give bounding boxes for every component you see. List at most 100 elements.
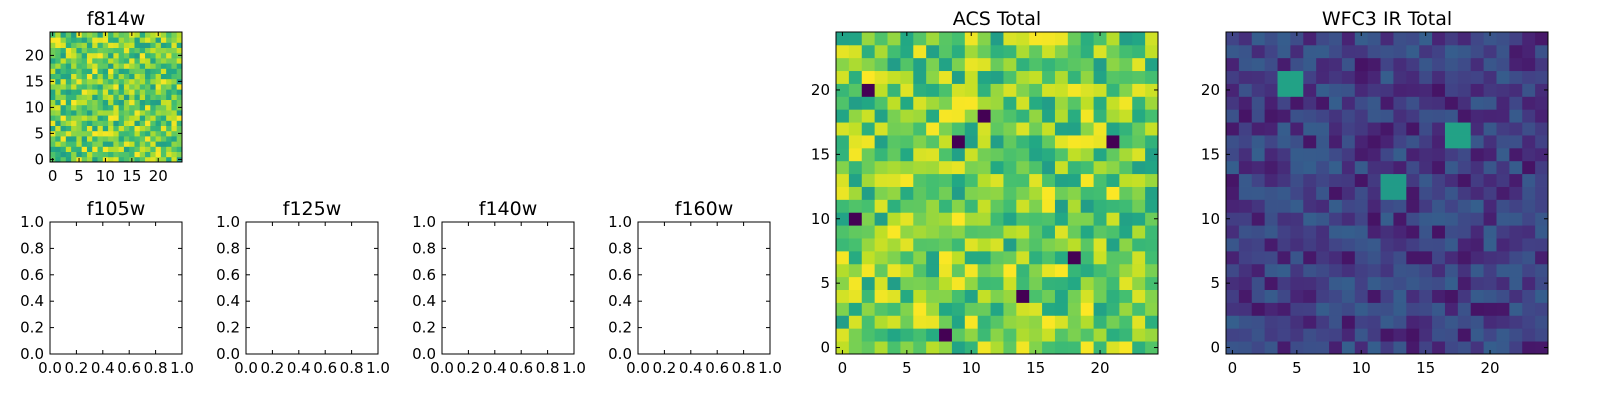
heatmap-cell bbox=[1354, 160, 1369, 175]
heatmap-cell bbox=[1354, 122, 1369, 136]
heatmap-cell bbox=[55, 73, 61, 80]
heatmap-cell bbox=[1132, 173, 1146, 187]
heatmap-cell bbox=[1496, 199, 1510, 213]
heatmap-cell bbox=[176, 68, 183, 74]
heatmap-cell bbox=[887, 212, 901, 226]
heatmap-cell bbox=[1080, 147, 1094, 162]
heatmap-cell bbox=[118, 47, 125, 54]
heatmap-cell bbox=[1522, 199, 1536, 213]
y-tick-label: 1.0 bbox=[216, 213, 240, 231]
heatmap-cell bbox=[990, 135, 1004, 149]
heatmap-cell bbox=[1264, 302, 1278, 316]
x-tick-label: 15 bbox=[1026, 359, 1045, 377]
heatmap-cell bbox=[129, 84, 135, 90]
heatmap-cell bbox=[1444, 263, 1459, 278]
heatmap-cell bbox=[50, 89, 56, 95]
heatmap-cell bbox=[848, 328, 863, 342]
heatmap-cell bbox=[92, 78, 98, 85]
heatmap-cell bbox=[1145, 212, 1159, 226]
heatmap-cell bbox=[139, 37, 146, 43]
heatmap-cell bbox=[977, 212, 991, 226]
heatmap-cell bbox=[1003, 96, 1017, 110]
heatmap-cell bbox=[977, 96, 991, 110]
heatmap-cell bbox=[887, 57, 901, 72]
heatmap-cell bbox=[1380, 57, 1394, 72]
heatmap-cell bbox=[1457, 122, 1472, 136]
heatmap-cell bbox=[1432, 160, 1446, 175]
heatmap-cell bbox=[1106, 160, 1120, 175]
heatmap-cell bbox=[160, 136, 167, 142]
heatmap-cell bbox=[848, 238, 863, 252]
heatmap-cell bbox=[874, 250, 888, 265]
heatmap-cell bbox=[1238, 225, 1253, 239]
heatmap-cell bbox=[176, 42, 183, 48]
heatmap-cell bbox=[1264, 341, 1278, 355]
heatmap-cell bbox=[1470, 328, 1484, 342]
heatmap-cell bbox=[1132, 70, 1146, 84]
heatmap-cell bbox=[1106, 289, 1120, 303]
heatmap-cell bbox=[913, 315, 927, 329]
heatmap-cell bbox=[1535, 135, 1549, 149]
heatmap-cell bbox=[65, 32, 72, 38]
heatmap-cell bbox=[900, 160, 914, 175]
heatmap-cell bbox=[1444, 302, 1459, 316]
heatmap-cell bbox=[1029, 328, 1043, 342]
heatmap-cell bbox=[1367, 315, 1381, 329]
heatmap-cell bbox=[76, 141, 83, 147]
heatmap-cell bbox=[76, 151, 83, 158]
heatmap-cell bbox=[1093, 135, 1107, 149]
heatmap-cell bbox=[176, 47, 183, 54]
heatmap-cell bbox=[1067, 173, 1082, 187]
heatmap-cell bbox=[1054, 96, 1069, 110]
heatmap-cell bbox=[1251, 70, 1266, 84]
heatmap-cell bbox=[150, 89, 156, 95]
heatmap-cell bbox=[913, 289, 927, 303]
heatmap-cell bbox=[145, 89, 151, 95]
heatmap-cell bbox=[1067, 96, 1082, 110]
heatmap-cell bbox=[1145, 147, 1159, 162]
heatmap-cell bbox=[1264, 328, 1278, 342]
heatmap-cell bbox=[171, 32, 178, 38]
heatmap-cell bbox=[1341, 147, 1356, 162]
heatmap-cell bbox=[1406, 289, 1420, 303]
heatmap-cell bbox=[86, 47, 93, 54]
heatmap-cell bbox=[129, 136, 135, 142]
heatmap-cell bbox=[1316, 57, 1330, 72]
y-tick-label: 10 bbox=[1201, 210, 1220, 228]
heatmap-cell bbox=[1016, 199, 1030, 213]
heatmap-cell bbox=[874, 199, 888, 213]
heatmap-cell bbox=[123, 32, 130, 38]
x-tick-label: 15 bbox=[1416, 359, 1435, 377]
heatmap-cell bbox=[1393, 341, 1407, 355]
heatmap-cell bbox=[129, 130, 135, 137]
heatmap-cell bbox=[900, 238, 914, 252]
heatmap-cell bbox=[1367, 341, 1381, 355]
heatmap-cell bbox=[1354, 135, 1369, 149]
heatmap-cell bbox=[171, 37, 178, 43]
heatmap-cell bbox=[1483, 122, 1497, 136]
heatmap-cell bbox=[951, 315, 966, 329]
heatmap-cell bbox=[1093, 109, 1107, 123]
heatmap-cell bbox=[1341, 32, 1356, 46]
heatmap-cell bbox=[848, 199, 863, 213]
heatmap-cell bbox=[1432, 238, 1446, 252]
heatmap-cell bbox=[1522, 32, 1536, 46]
heatmap-cell bbox=[118, 99, 125, 106]
heatmap-cell bbox=[913, 96, 927, 110]
heatmap-cell bbox=[176, 63, 183, 69]
heatmap-cell bbox=[1393, 238, 1407, 252]
heatmap-cell bbox=[900, 341, 914, 355]
heatmap-cell bbox=[113, 63, 120, 69]
heatmap-cell bbox=[1106, 341, 1120, 355]
heatmap-cell bbox=[1444, 289, 1459, 303]
heatmap-cell bbox=[939, 199, 953, 213]
heatmap-cell bbox=[964, 328, 979, 342]
heatmap-cell bbox=[81, 47, 88, 54]
heatmap-cell bbox=[1029, 147, 1043, 162]
x-tick-label: 0.6 bbox=[509, 359, 533, 377]
heatmap-cell bbox=[97, 78, 104, 85]
heatmap-cell bbox=[1496, 302, 1510, 316]
heatmap-cell bbox=[1444, 225, 1459, 239]
panel-title-f160w: f160w bbox=[675, 198, 734, 220]
